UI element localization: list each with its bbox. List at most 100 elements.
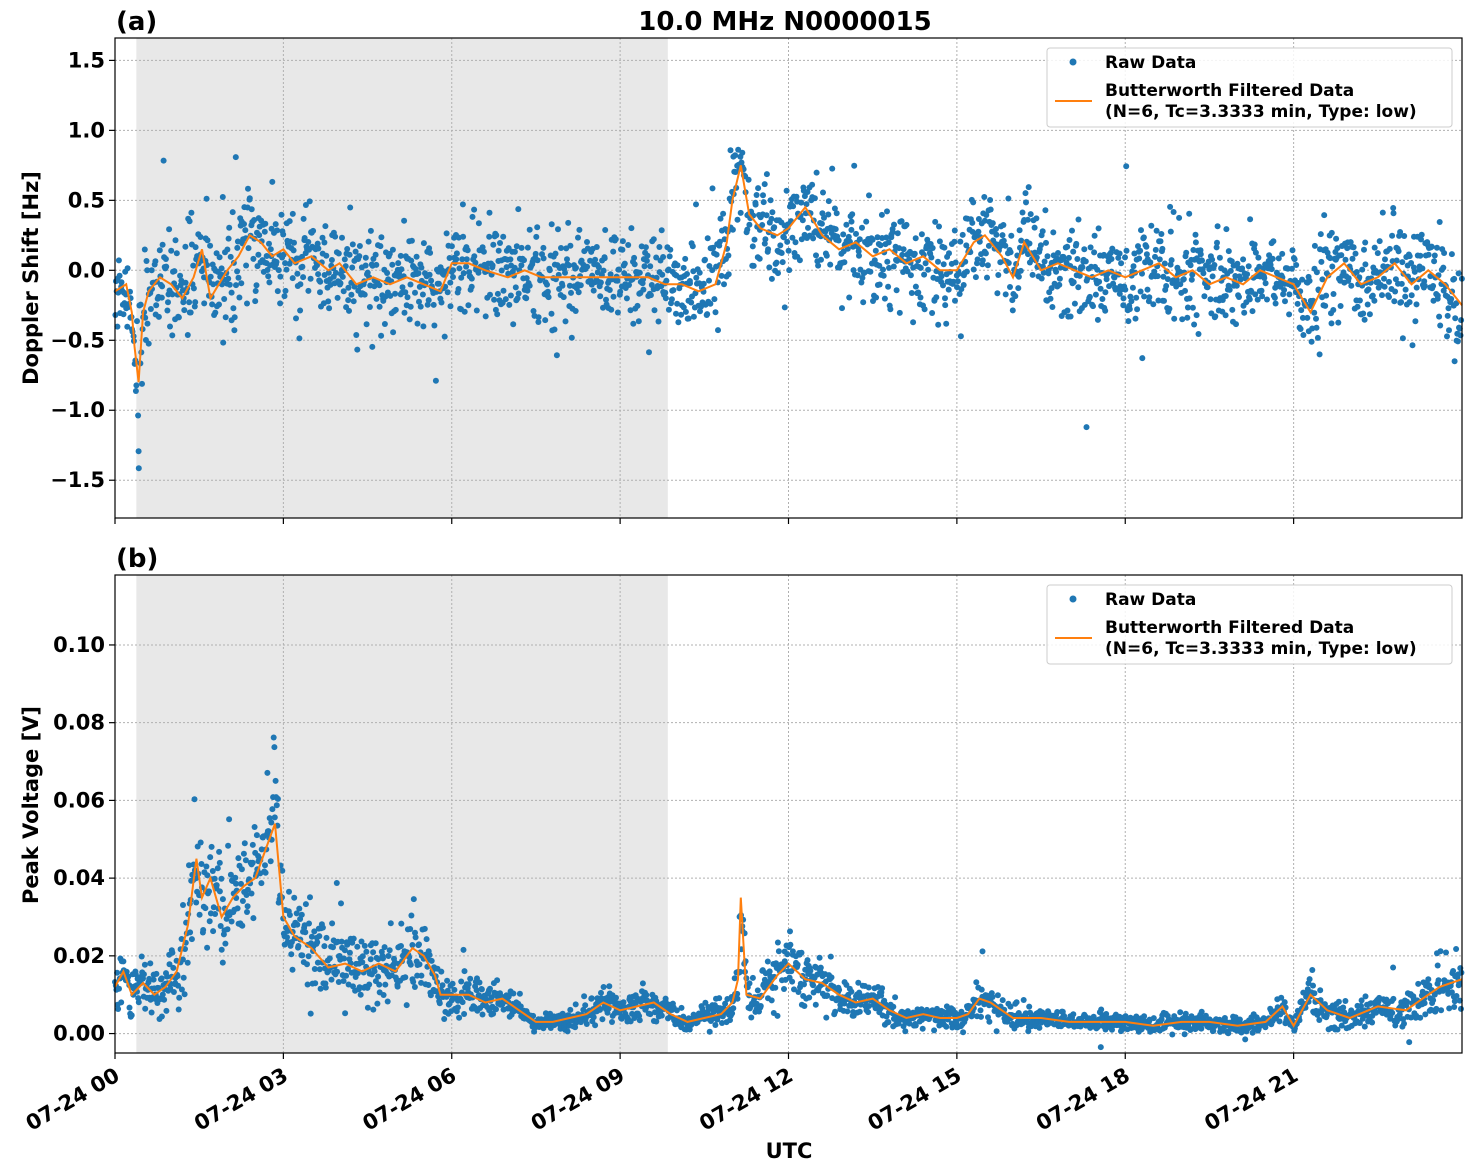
raw-data-point [418,264,425,271]
x-tick-label: 07-24 18 [1032,1063,1134,1136]
raw-data-point [1023,199,1029,206]
raw-data-point [748,1014,755,1021]
raw-data-point [1209,256,1216,263]
raw-data-point [973,979,980,986]
raw-data-point [734,995,741,1002]
raw-data-point [1245,263,1252,270]
raw-data-point [1349,255,1356,262]
raw-data-point [1133,294,1140,301]
raw-data-point [1382,256,1388,263]
raw-data-point [792,239,799,246]
raw-data-point [682,255,689,262]
raw-data-point [555,226,561,233]
raw-data-point [1126,306,1133,313]
raw-data-point [1342,256,1349,263]
raw-data-point [768,215,775,222]
raw-data-point [1116,290,1123,297]
raw-data-point [201,300,208,307]
raw-data-point [120,311,127,318]
raw-data-point [1297,326,1304,332]
raw-data-point [1389,232,1396,239]
raw-data-point [403,1002,410,1009]
raw-data-point [426,271,433,278]
raw-data-point [884,258,891,265]
raw-data-point [756,255,763,262]
raw-data-point [491,296,498,303]
raw-data-point [597,293,604,300]
raw-data-point [798,236,805,243]
raw-data-point [141,961,148,968]
raw-data-point [1116,250,1123,257]
raw-data-point [963,268,970,275]
raw-data-point [1282,298,1288,305]
raw-data-point [1381,283,1388,290]
raw-data-point [328,976,335,983]
raw-data-point [1356,1020,1363,1026]
raw-data-point [201,274,207,281]
raw-data-point [619,238,626,245]
raw-data-point [813,169,820,176]
raw-data-point [1417,1014,1424,1021]
raw-data-point [1321,212,1328,219]
raw-data-point [858,279,865,286]
raw-data-point [1426,982,1433,989]
raw-data-point [1294,300,1301,307]
legend-filtered-label-line1: Butterworth Filtered Data [1105,81,1354,101]
raw-data-point [818,256,824,263]
raw-data-point [1354,303,1361,310]
raw-data-point [700,280,707,287]
raw-data-point [1154,273,1161,280]
raw-data-point [774,1012,781,1019]
raw-data-point [787,928,793,935]
raw-data-point [1086,293,1093,300]
raw-data-point [709,185,716,192]
raw-data-point [412,929,418,936]
raw-data-point [120,958,127,965]
raw-data-point [674,262,681,269]
raw-data-point [1130,263,1137,270]
raw-data-point [507,256,514,263]
raw-data-point [212,911,219,917]
raw-data-point [1227,267,1234,274]
raw-data-point [242,857,249,864]
y-tick-label: 0.02 [53,944,105,968]
raw-data-point [1207,296,1214,303]
raw-data-point [685,315,692,322]
raw-data-point [1044,253,1051,260]
raw-data-point [879,985,886,992]
x-tick-label: 07-24 21 [1200,1063,1302,1136]
raw-data-point [946,250,952,257]
raw-data-point [531,1028,538,1035]
raw-data-point [1258,287,1265,294]
raw-data-point [771,224,778,231]
raw-data-point [900,246,907,253]
raw-data-point [262,220,269,227]
raw-data-point [1396,1011,1403,1018]
raw-data-point [297,281,304,288]
raw-data-point [564,1028,571,1035]
raw-data-point [760,192,766,199]
raw-data-point [517,1003,524,1010]
raw-data-point [196,911,203,918]
raw-data-point [283,266,290,273]
raw-data-point [436,1000,443,1007]
raw-data-point [208,843,215,850]
raw-data-point [768,997,775,1004]
raw-data-point [1455,270,1462,277]
raw-data-point [366,304,373,310]
raw-data-point [775,270,781,277]
raw-data-point [314,959,321,966]
raw-data-point [824,992,831,999]
raw-data-point [274,795,281,802]
raw-data-point [505,270,512,277]
raw-data-point [451,986,458,993]
raw-data-point [228,918,235,925]
raw-data-point [658,227,665,234]
raw-data-point [798,199,805,206]
raw-data-point [791,986,797,993]
raw-data-point [253,832,260,839]
raw-data-point [419,291,426,298]
raw-data-point [1328,320,1335,327]
raw-data-point [833,210,840,217]
raw-data-point [1434,244,1440,251]
